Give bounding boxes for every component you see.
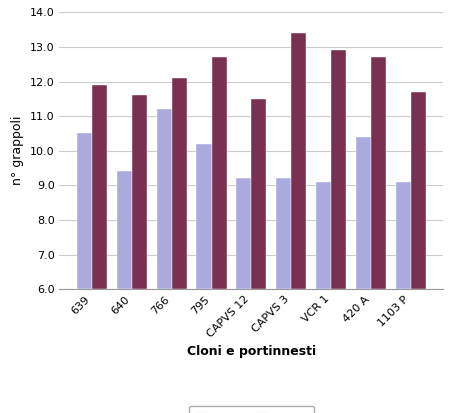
Bar bbox=[172, 78, 187, 289]
Bar bbox=[291, 33, 306, 289]
Bar bbox=[251, 99, 266, 289]
Legend: 2002, 2003: 2002, 2003 bbox=[189, 406, 314, 413]
Bar bbox=[411, 92, 426, 289]
X-axis label: Cloni e portinnesti: Cloni e portinnesti bbox=[187, 345, 316, 358]
Bar bbox=[197, 144, 212, 289]
Bar bbox=[276, 178, 291, 289]
Y-axis label: n° grappoli: n° grappoli bbox=[11, 116, 24, 185]
Bar bbox=[316, 182, 331, 289]
Bar bbox=[331, 50, 346, 289]
Bar bbox=[132, 95, 147, 289]
Bar bbox=[157, 109, 172, 289]
Bar bbox=[356, 137, 371, 289]
Bar bbox=[371, 57, 386, 289]
Bar bbox=[396, 182, 411, 289]
Bar bbox=[117, 171, 132, 289]
Bar bbox=[212, 57, 227, 289]
Bar bbox=[236, 178, 251, 289]
Bar bbox=[77, 133, 92, 289]
Bar bbox=[92, 85, 107, 289]
